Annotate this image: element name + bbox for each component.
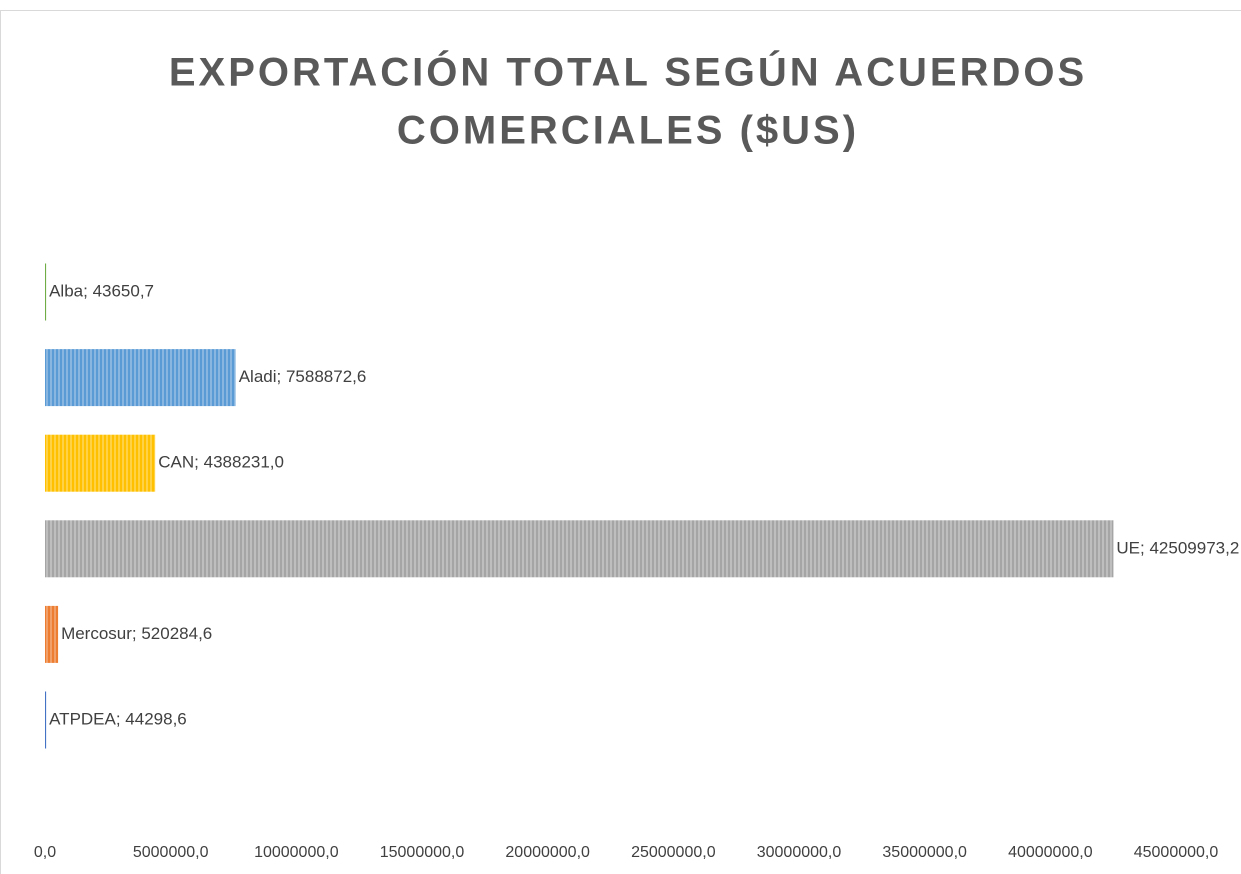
x-tick-label: 45000000,0 [1134,844,1219,861]
x-tick-label: 0,0 [34,844,56,861]
frame [0,10,1241,874]
x-tick-label: 5000000,0 [133,844,209,861]
bar: ATPDEA [45,691,47,749]
x-tick-label: 10000000,0 [254,844,339,861]
x-tick-label: 40000000,0 [1008,844,1093,861]
x-tick-label: 35000000,0 [882,844,967,861]
data-label: ATPDEA; 44298,6 [49,709,187,728]
data-label: Aladi; 7588872,6 [239,367,367,386]
bar: Alba [45,263,47,321]
bar: CAN [45,434,156,492]
bar: UE [45,520,1114,578]
bar: Aladi [45,349,236,407]
data-label: UE; 42509973,2 [1116,538,1239,557]
data-label: Alba; 43650,7 [49,281,154,300]
x-tick-label: 15000000,0 [380,844,465,861]
x-tick-label: 20000000,0 [505,844,590,861]
chart-title: EXPORTACIÓN TOTAL SEGÚN ACUERDOS [169,49,1087,95]
x-tick-label: 30000000,0 [757,844,842,861]
x-tick-label: 25000000,0 [631,844,716,861]
data-label: Mercosur; 520284,6 [61,624,212,643]
bar: Mercosur [45,605,59,663]
data-label: CAN; 4388231,0 [158,453,284,472]
chart-title: COMERCIALES ($US) [397,109,859,153]
